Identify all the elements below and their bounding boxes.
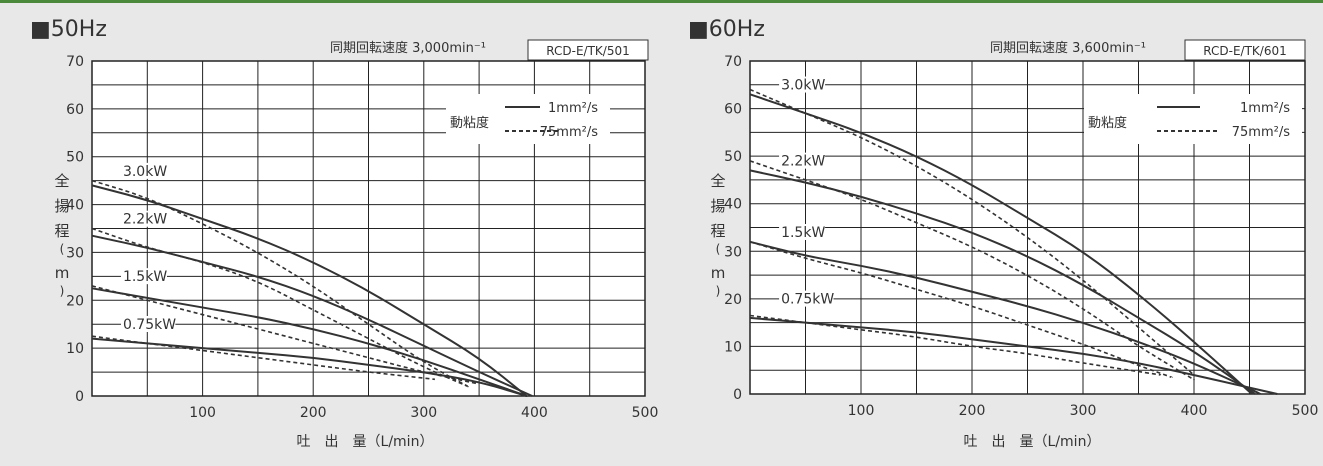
series-line-3 [749,160,1195,381]
y-tick-label: 40 [724,197,742,213]
series-line-5 [749,241,1173,379]
x-tick-label: 200 [959,403,986,419]
model-box [1184,39,1306,61]
y-tick-label: 30 [66,245,84,261]
annotation-bg [120,268,167,285]
y-tick-label: 70 [724,54,742,70]
series-line-5 [91,285,480,385]
x-tick-label: 400 [521,405,548,421]
series-line-3 [91,227,469,388]
model-box [527,39,649,61]
x-tick-label: 100 [189,405,216,421]
annotation-bg [779,224,826,241]
x-tick-label: 200 [300,405,327,421]
series-line-6 [749,316,1278,395]
legend-bg [1084,94,1302,144]
chart-heading: ■60Hz [688,17,765,42]
power-annotation: 1.5kW [781,225,825,241]
power-annotation: 2.2kW [123,212,167,228]
series-line-0 [91,184,528,398]
y-tick-label: 0 [733,387,742,403]
x-tick-label: 400 [1181,403,1208,419]
legend-solid-label: 1mm²/s [548,101,598,116]
x-axis-label: 吐 出 量（L/min） [964,434,1101,450]
legend-solid-label: 1mm²/s [1240,101,1290,116]
model-label: RCD-E/TK/601 [1203,44,1286,58]
power-annotation: 3.0kW [123,164,167,180]
y-tick-label: 60 [66,102,84,118]
y-tick-label: 20 [66,293,84,309]
y-tick-label: 50 [66,150,84,166]
chart-1: ■60Hz 同期回転速度 3,600min⁻¹ RCD-E/TK/601 0 10 20 3… [688,17,1318,450]
series-line-7 [749,314,1162,376]
speed-note: 同期回転速度 3,000min⁻¹ [330,40,486,56]
series-line-1 [749,88,1195,376]
y-tick-label: 60 [724,102,742,118]
y-tick-label: 10 [724,339,742,355]
series-line-2 [749,169,1256,395]
power-annotation: 2.2kW [781,154,825,170]
series-line-2 [91,234,533,397]
power-annotation: 3.0kW [781,78,825,94]
annotation-bg [120,316,176,332]
series-line-0 [749,93,1253,395]
power-annotation: 0.75kW [781,292,834,308]
x-axis-label: 吐 出 量（L/min） [297,434,434,450]
y-axis-label: 全揚程(m) [710,172,725,298]
y-tick-label: 70 [66,54,84,70]
legend-title: 動粘度 [1088,115,1127,131]
x-tick-label: 300 [1070,403,1097,419]
x-tick-label: 100 [848,403,875,419]
legend-dashed-label: 75mm²/s [1232,125,1290,140]
y-tick-label: 40 [66,198,84,214]
y-tick-label: 10 [66,341,84,357]
legend-title: 動粘度 [450,115,489,131]
legend-bg [446,94,610,144]
y-tick-label: 30 [724,244,742,260]
power-annotation: 0.75kW [123,317,176,333]
annotation-bg [120,162,167,179]
y-tick-label: 50 [724,149,742,165]
speed-note: 同期回転速度 3,600min⁻¹ [990,40,1146,56]
top-accent-bar [0,0,1323,3]
y-axis-label: 全揚程(m) [54,172,69,298]
power-annotation: 1.5kW [123,269,167,285]
x-tick-label: 500 [1292,403,1319,419]
chart-0: ■50Hz 同期回転速度 3,000min⁻¹ RCD-E/TK/501 0 10 20 3… [30,17,658,450]
series-line-6 [91,337,527,397]
series-line-1 [91,179,469,388]
x-tick-label: 500 [632,405,659,421]
chart-heading: ■50Hz [30,17,107,42]
x-tick-label: 300 [410,405,437,421]
annotation-bg [779,76,826,93]
model-label: RCD-E/TK/501 [546,44,629,58]
series-line-4 [749,240,1262,395]
legend-dashed-label: 75mm²/s [540,125,598,140]
annotation-bg [120,210,167,227]
y-tick-label: 0 [75,389,84,405]
y-tick-label: 20 [724,292,742,308]
annotation-bg [779,290,834,307]
series-line-4 [91,287,528,397]
annotation-bg [779,152,826,169]
